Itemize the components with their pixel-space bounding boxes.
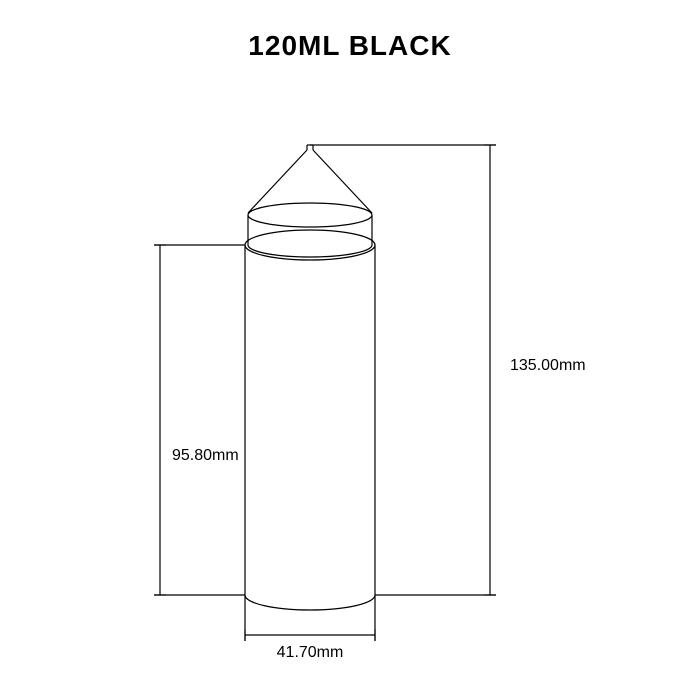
dim-body-height: 95.80mm [172, 447, 239, 464]
dim-body-width: 41.70mm [277, 644, 344, 661]
diagram-container: 135.00mm 95.80mm 41.70mm [0, 90, 700, 670]
page-title: 120ML BLACK [0, 30, 700, 62]
bottle-diagram: 135.00mm 95.80mm 41.70mm [0, 90, 700, 670]
dim-total-height: 135.00mm [510, 357, 586, 374]
